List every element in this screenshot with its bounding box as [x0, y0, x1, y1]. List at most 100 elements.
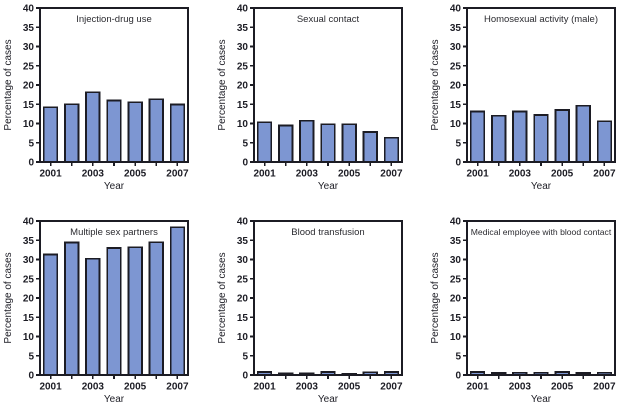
y-tick-label: 20 — [237, 294, 249, 305]
chart-sexual-contact: 0 5 10 15 20 25 30 35 40 2001 2003 2005 2007 Sexual c… — [217, 4, 403, 192]
panel-multiple-sex-partners: 0 5 10 15 20 25 30 35 40 2001 2003 2005 2007 Multiple… — [0, 202, 213, 404]
y-tick-label: 5 — [242, 138, 248, 149]
bar-2001 — [256, 121, 272, 163]
y-tick-label: 30 — [23, 255, 35, 266]
y-tick-label: 0 — [456, 158, 462, 169]
x-axis-label: Year — [318, 181, 339, 192]
bar-2003 — [298, 119, 315, 163]
y-tick-label: 0 — [28, 371, 34, 382]
bar-2007 — [597, 120, 613, 163]
chart-homosexual-activity-male: 0 5 10 15 20 25 30 35 40 2001 2003 2005 2007 Homosexu… — [430, 4, 617, 192]
y-tick-label: 15 — [237, 100, 249, 111]
y-tick-label: 40 — [237, 4, 249, 15]
x-tick-label: 2007 — [594, 169, 617, 180]
y-tick-label: 30 — [237, 255, 249, 266]
x-tick-label: 2005 — [124, 169, 147, 180]
y-tick-label: 20 — [23, 294, 35, 305]
x-tick-label: 2007 — [380, 169, 403, 180]
plot-border — [252, 220, 403, 376]
y-tick-label: 40 — [450, 4, 462, 15]
y-tick-label: 20 — [450, 81, 462, 92]
y-tick-label: 20 — [23, 81, 35, 92]
x-tick-label: 2001 — [467, 169, 490, 180]
y-tick-label: 15 — [450, 313, 462, 324]
bar-2007 — [169, 226, 186, 376]
bar-2002 — [64, 241, 80, 376]
y-tick-label: 35 — [450, 236, 462, 247]
y-tick-label: 35 — [450, 23, 462, 34]
x-tick-label: 2007 — [166, 169, 189, 180]
y-tick-label: 5 — [28, 351, 34, 362]
y-tick-label: 30 — [450, 42, 462, 53]
bar-2006 — [575, 104, 592, 163]
bar-2003 — [85, 257, 101, 376]
bar-2001 — [470, 110, 486, 163]
bar-2004 — [106, 247, 122, 376]
x-tick-label: 2007 — [380, 382, 403, 393]
x-tick-label: 2005 — [338, 169, 361, 180]
y-tick-label: 40 — [450, 217, 462, 228]
y-tick-label: 15 — [237, 313, 249, 324]
y-tick-label: 5 — [456, 351, 462, 362]
x-tick-label: 2005 — [551, 169, 574, 180]
y-tick-label: 40 — [23, 4, 35, 15]
y-tick-label: 10 — [237, 119, 249, 130]
y-tick-label: 10 — [23, 119, 35, 130]
plot-border — [466, 220, 617, 376]
y-tick-label: 5 — [242, 351, 248, 362]
y-axis-label: Percentage of cases — [3, 39, 14, 130]
panel-medical-employee-blood-contact: 0 5 10 15 20 25 30 35 40 2001 2003 2005 2007 Medical … — [427, 202, 640, 404]
y-axis-label: Percentage of cases — [430, 39, 441, 130]
x-tick-label: 2003 — [509, 169, 532, 180]
y-tick-label: 25 — [450, 274, 462, 285]
y-tick-label: 0 — [242, 371, 248, 382]
chart-title: Homosexual activity (male) — [484, 14, 598, 25]
bar-2005 — [341, 123, 357, 163]
bar-2006 — [148, 98, 164, 163]
y-tick-label: 25 — [23, 274, 35, 285]
bar-2003 — [512, 110, 528, 163]
y-tick-label: 40 — [237, 217, 249, 228]
bar-2004 — [533, 114, 549, 163]
y-tick-label: 35 — [23, 23, 35, 34]
y-axis-label: Percentage of cases — [217, 39, 228, 130]
y-tick-label: 0 — [242, 158, 248, 169]
y-tick-label: 20 — [237, 81, 249, 92]
x-axis-label: Year — [531, 181, 552, 192]
chart-injection-drug-use: 0 5 10 15 20 25 30 35 40 2001 2003 2005 2007 Injectio… — [3, 4, 189, 192]
x-axis-label: Year — [104, 181, 125, 192]
chart-title: Medical employee with blood contact — [471, 227, 612, 237]
bar-2007 — [169, 103, 186, 163]
y-axis-label: Percentage of cases — [3, 252, 14, 343]
y-tick-label: 35 — [237, 236, 249, 247]
y-tick-label: 35 — [237, 23, 249, 34]
bar-2005 — [554, 109, 571, 163]
y-tick-label: 25 — [23, 61, 35, 72]
x-tick-label: 2003 — [295, 382, 318, 393]
chart-multiple-sex-partners: 0 5 10 15 20 25 30 35 40 2001 2003 2005 2007 Multiple… — [3, 217, 189, 404]
panel-homosexual-activity-male: 0 5 10 15 20 25 30 35 40 2001 2003 2005 2007 Homosexu… — [427, 0, 640, 202]
y-tick-label: 15 — [450, 100, 462, 111]
x-tick-label: 2003 — [295, 169, 318, 180]
y-tick-label: 20 — [450, 294, 462, 305]
chart-title: Injection-drug use — [76, 14, 152, 25]
y-tick-label: 10 — [450, 332, 462, 343]
y-tick-label: 10 — [237, 332, 249, 343]
y-axis-label: Percentage of cases — [217, 252, 228, 343]
panel-injection-drug-use: 0 5 10 15 20 25 30 35 40 2001 2003 2005 2007 Injectio… — [0, 0, 213, 202]
x-tick-label: 2001 — [467, 382, 490, 393]
bar-2005 — [127, 246, 143, 376]
y-tick-label: 35 — [23, 236, 35, 247]
y-tick-label: 10 — [23, 332, 35, 343]
x-tick-label: 2005 — [338, 382, 361, 393]
x-tick-label: 2007 — [594, 382, 617, 393]
chart-title: Sexual contact — [296, 14, 359, 25]
panel-blood-transfusion: 0 5 10 15 20 25 30 35 40 2001 2003 2005 2007 Blood tr… — [214, 202, 427, 404]
y-tick-label: 25 — [450, 61, 462, 72]
x-tick-label: 2003 — [82, 382, 105, 393]
y-tick-label: 30 — [237, 42, 249, 53]
chart-title: Blood transfusion — [291, 227, 364, 238]
bar-2002 — [277, 124, 294, 163]
x-tick-label: 2005 — [124, 382, 147, 393]
